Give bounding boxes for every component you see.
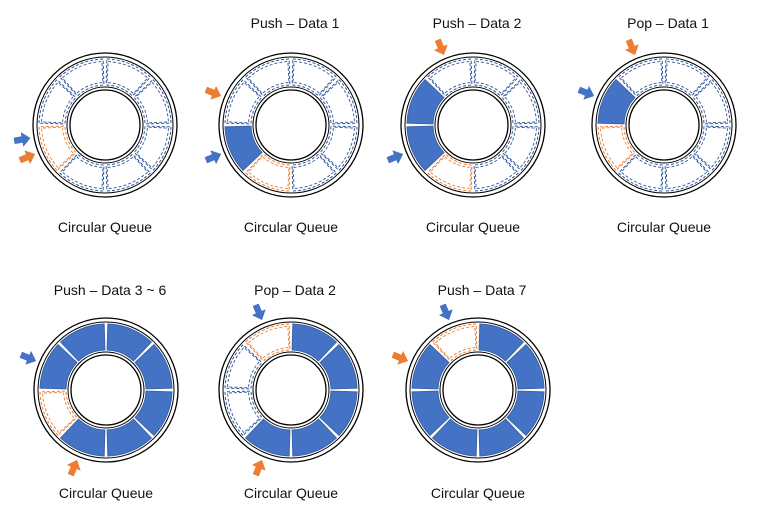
rear-pointer-orange-arrow-icon <box>19 151 35 164</box>
panel-caption: Circular Queue <box>58 219 152 235</box>
queue-panel-6: Pop – Data 2 Circular Queue <box>219 282 363 501</box>
rear-pointer-orange-arrow-icon <box>67 460 80 476</box>
rear-pointer-orange-arrow-icon <box>252 460 265 476</box>
inner-ring <box>443 355 513 425</box>
panel-title: Push – Data 7 <box>438 282 527 298</box>
rear-pointer-orange-arrow-icon <box>625 39 638 55</box>
front-pointer-blue-arrow-icon <box>439 304 452 320</box>
queue-panel-1: Circular Queue <box>14 53 177 235</box>
front-pointer-blue-arrow-icon <box>20 351 36 364</box>
inner-ring <box>256 90 326 160</box>
queue-panel-3: Push – Data 2 Circular Queue <box>387 15 545 235</box>
panel-title: Push – Data 2 <box>433 15 522 31</box>
panel-title: Push – Data 1 <box>251 15 340 31</box>
panel-title: Pop – Data 2 <box>254 282 336 298</box>
inner-ring <box>438 90 508 160</box>
front-pointer-blue-arrow-icon <box>252 304 265 320</box>
front-pointer-blue-arrow-icon <box>578 86 594 99</box>
inner-ring <box>70 90 140 160</box>
rear-pointer-orange-arrow-icon <box>392 351 408 364</box>
rear-pointer-orange-arrow-icon <box>205 86 221 99</box>
panel-caption: Circular Queue <box>244 485 338 501</box>
front-pointer-blue-arrow-icon <box>14 133 30 147</box>
panel-caption: Circular Queue <box>244 219 338 235</box>
front-pointer-blue-arrow-icon <box>205 151 221 164</box>
inner-ring <box>256 355 326 425</box>
inner-ring <box>629 90 699 160</box>
panel-caption: Circular Queue <box>617 219 711 235</box>
rear-pointer-orange-arrow-icon <box>434 39 447 55</box>
queue-panel-4: Pop – Data 1 Circular Queue <box>578 15 736 235</box>
inner-ring <box>71 355 141 425</box>
queue-panel-2: Push – Data 1 Circular Queue <box>205 15 363 235</box>
front-pointer-blue-arrow-icon <box>387 151 403 164</box>
panel-caption: Circular Queue <box>431 485 525 501</box>
panel-caption: Circular Queue <box>59 485 153 501</box>
panel-caption: Circular Queue <box>426 219 520 235</box>
panel-title: Pop – Data 1 <box>627 15 709 31</box>
queue-panel-7: Push – Data 7 Circular Queue <box>392 282 550 501</box>
panel-title: Push – Data 3 ~ 6 <box>54 282 167 298</box>
queue-panel-5: Push – Data 3 ~ 6 Circular Queue <box>20 282 178 501</box>
